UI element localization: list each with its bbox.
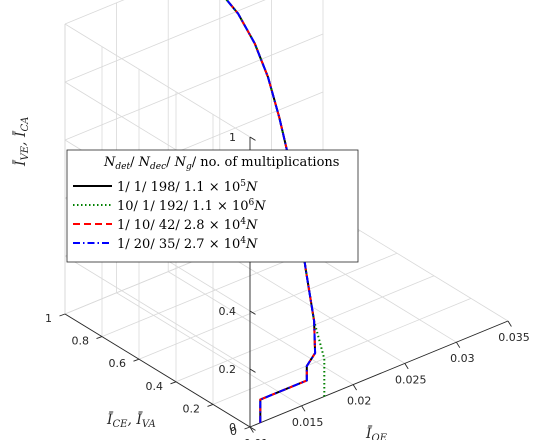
- legend-label-series-3: 1/ 10/ 42/ 2.8 × 104N: [117, 217, 258, 233]
- x-tick-label: 0.035: [498, 331, 530, 344]
- x-tick-label: 0.025: [395, 373, 427, 386]
- grid-line: [175, 275, 435, 383]
- legend-label-series-4: 1/ 20/ 35/ 2.7 × 104N: [117, 236, 258, 252]
- x-tick-mark: [456, 341, 461, 348]
- y-tick-mark: [244, 426, 251, 430]
- x-tick-mark: [249, 426, 254, 433]
- x-tick-mark: [507, 320, 512, 327]
- legend: Ndet/ Ndec/ Ng/ no. of multiplications 1…: [66, 149, 359, 263]
- grid-line: [64, 0, 266, 83]
- legend-title: Ndet/ Ndec/ Ng/ no. of multiplications: [103, 155, 339, 172]
- y-tick-mark: [96, 336, 103, 340]
- grid-line: [64, 23, 251, 138]
- x-tick-mark: [404, 363, 409, 370]
- x-tick-mark: [352, 384, 357, 391]
- z-tick-mark: [249, 368, 256, 373]
- y-tick-label: 0.2: [183, 402, 201, 415]
- z-tick-mark: [249, 310, 256, 315]
- x-tick-mark: [301, 405, 306, 412]
- grid-line: [167, 271, 354, 385]
- z-tick-mark: [249, 136, 256, 141]
- y-tick-mark: [207, 403, 214, 407]
- y-tick-label: 0: [230, 425, 237, 438]
- z-tick-label: 0.4: [219, 305, 237, 318]
- y-tick-label: 1: [45, 312, 52, 325]
- grid-line: [138, 252, 398, 360]
- grid-line: [116, 292, 302, 407]
- z-tick-mark: [249, 426, 256, 431]
- legend-label-series-2: 10/ 1/ 192/ 1.1 × 106N: [117, 198, 266, 214]
- y-tick-mark: [133, 358, 140, 362]
- y-tick-mark: [59, 313, 66, 317]
- legend-label-series-1: 1/ 1/ 198/ 1.1 × 105N: [117, 179, 258, 195]
- y-axis-label: ĪCE, ĪVA: [106, 410, 156, 430]
- x-axis-line: [249, 320, 509, 428]
- x-tick-label: 0.015: [292, 416, 324, 429]
- z-axis-label: ĪVE, ĪCA: [11, 117, 31, 167]
- z-tick-label: 0.2: [219, 363, 237, 376]
- x-tick-label: 0.01: [244, 437, 269, 440]
- x-tick-label: 0.02: [347, 395, 372, 408]
- legend-box: [66, 149, 359, 263]
- grid-line: [64, 255, 251, 370]
- y-tick-label: 0.4: [146, 380, 164, 393]
- z-tick-label: 1: [229, 131, 236, 144]
- grid-line: [64, 0, 125, 25]
- z-tick-label: 0: [229, 421, 236, 434]
- grid-line: [212, 298, 472, 405]
- y-tick-label: 0.6: [109, 357, 127, 370]
- x-axis-label: ĪOE: [365, 424, 388, 440]
- grid-line: [64, 33, 324, 141]
- tick-labels: 0.01 0.015 0.02 0.025 0.03 0.035 0 0.2 0.4 0.6 0.8…: [45, 131, 530, 440]
- y-tick-mark: [170, 381, 177, 385]
- y-axis-line: [64, 313, 251, 428]
- y-tick-label: 0.8: [72, 335, 90, 348]
- x-tick-label: 0.03: [450, 352, 475, 365]
